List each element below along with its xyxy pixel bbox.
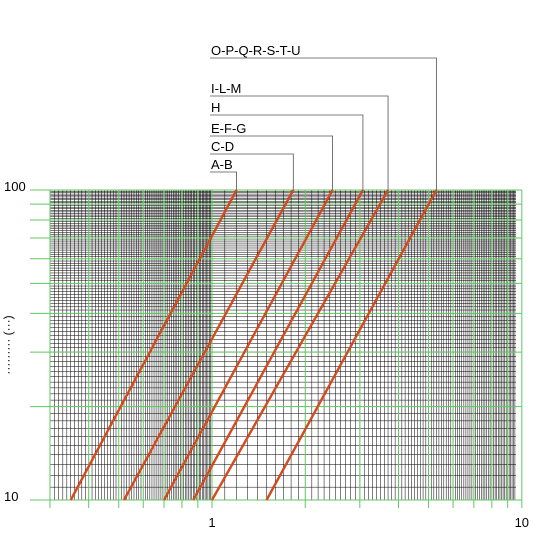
axis-ticks: 1 10 100 10 [4, 179, 529, 530]
y-tick-label: 100 [4, 179, 26, 194]
leader-line [210, 171, 237, 190]
leader-line [210, 135, 333, 190]
series-line-h [192, 189, 364, 501]
series-line-o-p-q-r-s-t-u [265, 189, 438, 501]
series-label: E-F-G [211, 121, 246, 136]
series-label: A-B [211, 157, 233, 172]
series-line-c-d [122, 189, 295, 501]
series-label: I-L-M [211, 81, 241, 96]
series-label: C-D [211, 139, 234, 154]
leader-line [210, 114, 364, 190]
series-line-a-b [69, 189, 238, 501]
leader-line [210, 57, 437, 190]
series-label: O-P-Q-R-S-T-U [211, 43, 301, 58]
leader-line [210, 95, 389, 190]
series-line-i-l-m [210, 189, 390, 501]
series-leaders [210, 57, 437, 190]
y-tick-label: 10 [4, 489, 18, 504]
minor-grid [49, 189, 516, 501]
y-axis-label: ········· (···) [1, 315, 15, 374]
series-labels: A-B C-D E-F-G H I-L-M O-P-Q-R-S-T-U [211, 43, 301, 172]
series-line-e-f-g [162, 189, 334, 501]
x-tick-label: 1 [208, 515, 215, 530]
x-tick-label: 10 [515, 515, 529, 530]
series-lines [69, 189, 438, 501]
series-label: H [211, 100, 220, 115]
leader-line [210, 153, 294, 190]
